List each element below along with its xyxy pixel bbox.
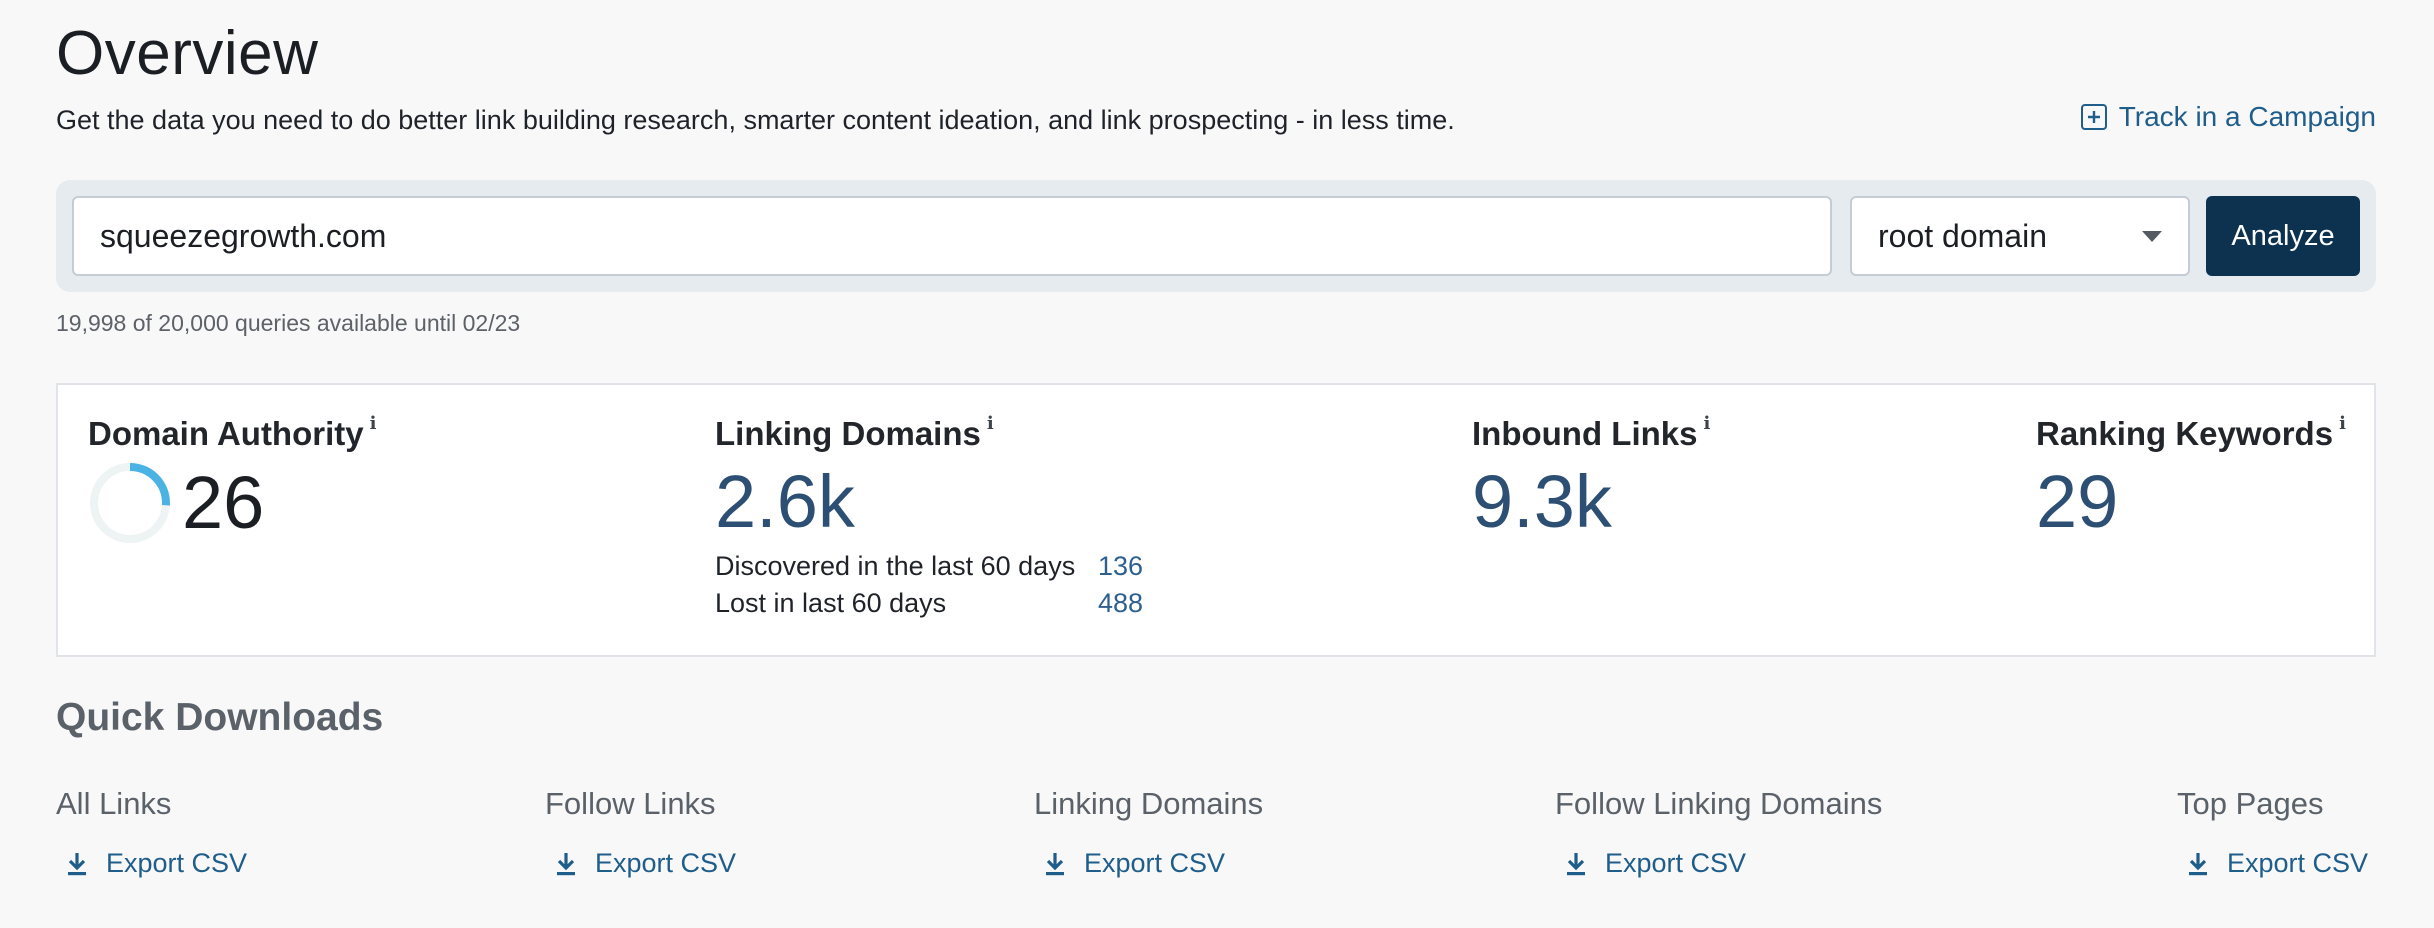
export-csv-link[interactable]: Export CSV [1555,848,1882,879]
metric-label: Inbound Links [1472,415,1698,452]
download-label: Top Pages [2177,786,2324,821]
domain-authority-gauge [90,463,170,543]
info-icon[interactable]: i [2339,413,2346,434]
inbound-links-value: 9.3k [1472,460,1612,543]
metric-linking-domains: Linking Domains i 2.6k Discovered in the… [715,413,1143,619]
page-subtitle: Get the data you need to do better link … [56,105,1455,135]
quota-text: 19,998 of 20,000 queries available until… [56,310,521,336]
download-label: All Links [56,786,172,821]
download-icon [557,852,575,875]
ranking-keywords-value: 29 [2036,460,2119,543]
search-panel: root domain Analyze [56,180,2376,292]
analyze-button[interactable]: Analyze [2206,196,2360,276]
track-in-campaign-link[interactable]: Track in a Campaign [2080,101,2376,133]
domain-authority-gauge-fill [90,463,170,543]
linking-domains-value: 2.6k [715,460,855,543]
export-csv-link[interactable]: Export CSV [545,848,736,879]
export-csv-label: Export CSV [595,848,737,878]
download-icon [1046,852,1064,875]
discovered-row: Discovered in the last 60 days 136 [715,551,1143,582]
download-follow-linking-domains: Follow Linking Domains Export CSV [1555,786,1882,879]
download-top-pages: Top Pages Export CSV [2177,786,2368,879]
scope-select[interactable]: root domain [1850,196,2190,276]
chevron-down-icon [2142,230,2162,242]
download-all-links: All Links Export CSV [56,786,247,879]
download-icon [2189,852,2207,875]
export-csv-label: Export CSV [106,848,248,878]
download-icon [68,852,86,875]
lost-row: Lost in last 60 days 488 [715,588,1143,619]
download-icon [1567,852,1585,875]
metric-label: Ranking Keywords [2036,415,2334,452]
metric-label: Linking Domains [715,415,981,452]
export-csv-link[interactable]: Export CSV [2177,848,2368,879]
metric-inbound-links: Inbound Links i 9.3k [1472,413,1711,543]
download-label: Linking Domains [1034,786,1264,821]
export-csv-label: Export CSV [2227,848,2369,878]
download-label: Follow Links [545,786,716,821]
discovered-value[interactable]: 136 [1098,551,1144,581]
discovered-label: Discovered in the last 60 days [715,551,1076,581]
info-icon[interactable]: i [986,413,994,434]
quick-downloads-title: Quick Downloads [56,696,384,739]
track-in-campaign-label: Track in a Campaign [2118,101,2376,132]
export-csv-label: Export CSV [1084,848,1226,878]
metric-domain-authority: Domain Authority i 26 [88,413,377,545]
overview-page: Overview Get the data you need to do bet… [56,0,2376,928]
metric-ranking-keywords: Ranking Keywords i 29 [2036,413,2346,543]
export-csv-link[interactable]: Export CSV [1034,848,1263,879]
download-label: Follow Linking Domains [1555,786,1883,821]
lost-value[interactable]: 488 [1098,588,1144,618]
download-linking-domains: Linking Domains Export CSV [1034,786,1263,879]
export-csv-label: Export CSV [1605,848,1747,878]
plus-square-icon [2080,104,2107,130]
lost-label: Lost in last 60 days [715,588,947,618]
scope-select-value: root domain [1878,217,2047,254]
download-follow-links: Follow Links Export CSV [545,786,736,879]
domain-search-input[interactable] [72,196,1832,276]
metric-label: Domain Authority [88,415,364,452]
export-csv-link[interactable]: Export CSV [56,848,247,879]
domain-authority-value: 26 [182,461,265,544]
info-icon[interactable]: i [1703,413,1711,434]
info-icon[interactable]: i [369,413,377,434]
metrics-card: Domain Authority i 26 Linking Domains i … [56,383,2376,657]
page-title: Overview [56,19,319,88]
